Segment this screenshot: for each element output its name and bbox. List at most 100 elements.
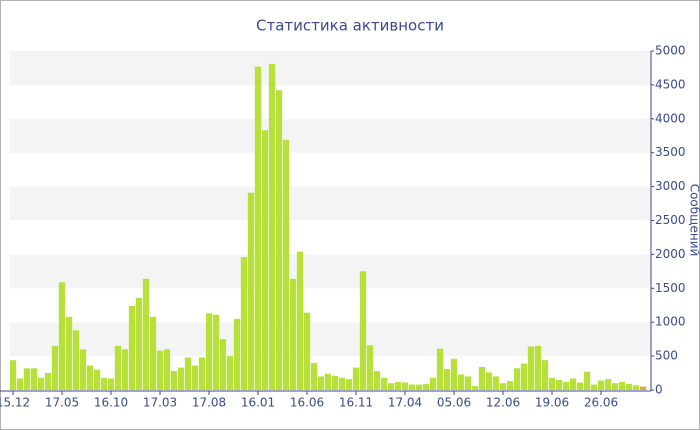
bar (625, 383, 633, 390)
x-tick-label: 17.08 (192, 396, 226, 410)
bar (436, 348, 444, 390)
bar (345, 379, 353, 390)
bar (478, 366, 486, 390)
bar (219, 339, 227, 390)
bar (408, 384, 416, 390)
bar (247, 192, 255, 390)
x-tick-label: 16.06 (290, 396, 324, 410)
bar (310, 362, 318, 390)
bar (142, 278, 150, 390)
y-tick-label: 500 (655, 349, 678, 363)
bar (114, 345, 122, 390)
x-tick-label: 12.06 (486, 396, 520, 410)
grid-band (9, 84, 651, 119)
bar (548, 377, 556, 390)
grid-band (9, 152, 651, 187)
bar (380, 377, 388, 390)
bar (107, 378, 115, 390)
bar (233, 318, 241, 390)
bar (604, 379, 612, 390)
x-tick-label: 19.06 (535, 396, 569, 410)
bar (128, 305, 136, 390)
bar (240, 257, 248, 390)
bar (618, 381, 626, 390)
bar (30, 368, 38, 390)
bar (100, 377, 108, 390)
bar (611, 383, 619, 390)
bar (331, 375, 339, 390)
bar (506, 381, 514, 390)
x-tick-label: 05.06 (437, 396, 471, 410)
bar (597, 380, 605, 390)
grid-band (9, 288, 651, 323)
y-tick-label: 5000 (655, 44, 686, 58)
y-tick-label: 1000 (655, 315, 686, 329)
x-tick-label: 15.12 (0, 396, 30, 410)
x-tick-label: 26.06 (584, 396, 618, 410)
grid-band (9, 220, 651, 255)
bar (429, 377, 437, 390)
bar (590, 384, 598, 390)
bar (44, 373, 52, 390)
bar (86, 365, 94, 390)
bar (170, 371, 178, 390)
bar (359, 271, 367, 390)
grid-band (9, 322, 651, 357)
y-tick-label: 4500 (655, 77, 686, 91)
bar (324, 373, 332, 390)
bar (366, 345, 374, 390)
bar (16, 378, 24, 390)
bar (576, 382, 584, 390)
bar (58, 282, 66, 390)
x-tick-label: 16.01 (241, 396, 275, 410)
bar (415, 384, 423, 390)
y-tick-label: 1500 (655, 281, 686, 295)
bar (562, 381, 570, 390)
bar (527, 346, 535, 390)
bar (485, 372, 493, 390)
bar (394, 381, 402, 390)
bar (296, 251, 304, 390)
bar (261, 130, 269, 391)
bar (282, 139, 290, 390)
bar (37, 377, 45, 390)
bar (212, 314, 220, 390)
bar (583, 371, 591, 390)
bar (205, 313, 213, 390)
grid-band (9, 186, 651, 221)
bar (317, 376, 325, 390)
bar (65, 316, 73, 390)
bar (135, 297, 143, 390)
bar (93, 369, 101, 390)
bar (303, 312, 311, 390)
bar (401, 382, 409, 390)
bar (9, 360, 17, 390)
y-tick-label: 2500 (655, 213, 686, 227)
grid-band (9, 254, 651, 289)
y-tick-label: 4000 (655, 111, 686, 125)
bar (499, 383, 507, 390)
bar (471, 385, 479, 390)
x-tick-label: 16.10 (94, 396, 128, 410)
x-tick-label: 17.03 (143, 396, 177, 410)
bar (149, 316, 157, 390)
bar (422, 383, 430, 390)
bar (555, 379, 563, 390)
bar (450, 358, 458, 390)
x-tick-label: 17.04 (388, 396, 422, 410)
bar (163, 349, 171, 390)
bar (541, 360, 549, 390)
bar (191, 365, 199, 390)
y-tick-label: 2000 (655, 247, 686, 261)
bar (121, 349, 129, 390)
bar (639, 386, 647, 390)
bar (254, 66, 262, 391)
bar (268, 63, 276, 391)
bar (79, 349, 87, 390)
bar (51, 345, 59, 390)
x-tick-label: 16.11 (339, 396, 373, 410)
bar (457, 374, 465, 390)
bar (198, 357, 206, 390)
bar (492, 376, 500, 390)
